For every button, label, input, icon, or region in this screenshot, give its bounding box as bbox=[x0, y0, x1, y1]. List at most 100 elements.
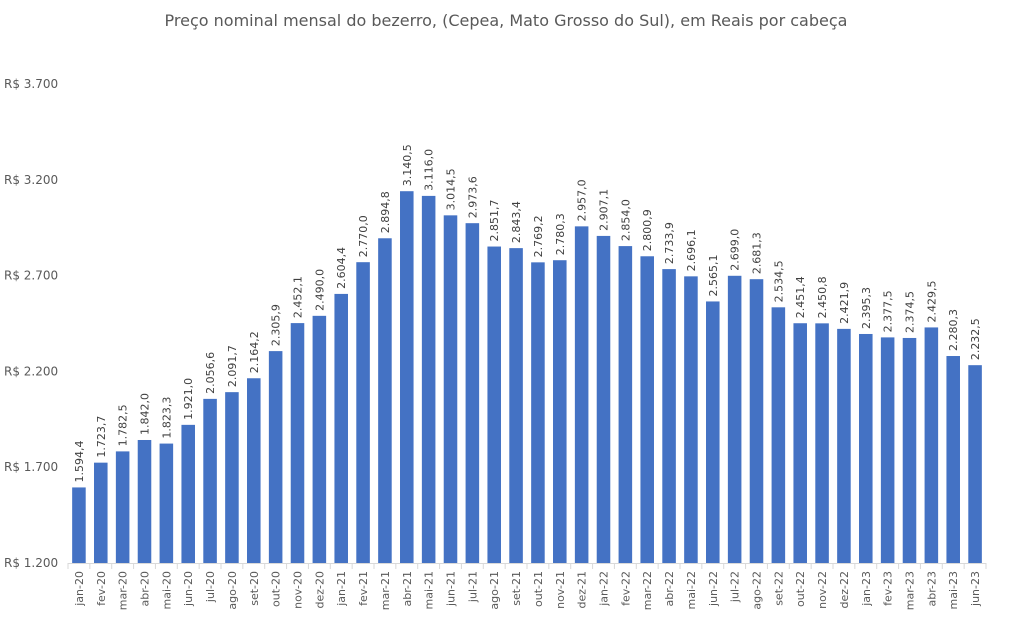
x-tick-label: out-20 bbox=[270, 571, 283, 607]
data-label: 1.921,0 bbox=[182, 378, 195, 420]
x-tick-label: jun-21 bbox=[445, 571, 458, 607]
x-tick-label: jan-22 bbox=[598, 571, 611, 607]
x-tick-label: out-22 bbox=[794, 571, 807, 607]
x-tick-label: ago-21 bbox=[488, 571, 501, 610]
data-label: 2.374,5 bbox=[904, 291, 917, 333]
x-tick-label: nov-22 bbox=[816, 571, 829, 609]
data-label: 2.699,0 bbox=[729, 229, 742, 271]
x-tick-label: mar-21 bbox=[379, 571, 392, 610]
x-tick-label: set-20 bbox=[248, 571, 261, 606]
bar bbox=[574, 226, 589, 563]
bar bbox=[312, 315, 327, 563]
x-tick-label: jun-22 bbox=[707, 571, 720, 607]
data-label: 2.894,8 bbox=[379, 191, 392, 233]
data-label: 3.140,5 bbox=[401, 144, 414, 186]
bar bbox=[596, 235, 611, 563]
bar bbox=[859, 333, 873, 563]
bar bbox=[378, 238, 392, 564]
data-label: 2.973,6 bbox=[466, 176, 479, 218]
bar bbox=[334, 293, 348, 563]
x-tick-label: set-21 bbox=[510, 571, 523, 606]
data-label: 2.164,2 bbox=[248, 331, 261, 373]
data-label: 2.232,5 bbox=[969, 318, 982, 360]
bar bbox=[662, 269, 676, 563]
x-tick-label: mar-20 bbox=[117, 571, 130, 610]
x-tick-label: dez-22 bbox=[838, 571, 851, 609]
data-label: 2.451,4 bbox=[794, 276, 807, 318]
data-label: 2.957,0 bbox=[576, 179, 589, 221]
y-tick-label: R$ 1.700 bbox=[4, 460, 58, 474]
bar bbox=[203, 398, 217, 563]
data-label: 2.770,0 bbox=[357, 215, 370, 257]
x-tick-label: jan-23 bbox=[860, 571, 873, 607]
x-tick-label: dez-20 bbox=[313, 571, 326, 609]
bar bbox=[400, 191, 414, 563]
data-label: 2.696,1 bbox=[685, 229, 698, 271]
data-label: 2.091,7 bbox=[226, 345, 239, 387]
data-label: 2.377,5 bbox=[882, 290, 895, 332]
x-tick-label: mai-20 bbox=[160, 571, 173, 609]
bar bbox=[880, 337, 895, 563]
data-label: 2.800,9 bbox=[641, 209, 654, 251]
x-tick-label: jul-21 bbox=[466, 571, 479, 603]
x-tick-label: dez-21 bbox=[576, 571, 589, 609]
x-tick-label: fev-21 bbox=[357, 571, 370, 606]
bar bbox=[137, 439, 152, 563]
x-tick-label: jul-22 bbox=[729, 571, 742, 603]
data-label: 2.056,6 bbox=[204, 352, 217, 394]
data-label: 1.823,3 bbox=[160, 397, 173, 439]
bar bbox=[706, 301, 720, 563]
x-tick-label: nov-21 bbox=[554, 571, 567, 609]
bar bbox=[290, 323, 305, 563]
x-tick-label: mai-21 bbox=[423, 571, 436, 609]
bar bbox=[487, 246, 501, 563]
data-label: 2.534,5 bbox=[772, 260, 785, 302]
data-label: 2.565,1 bbox=[707, 254, 720, 296]
bars bbox=[72, 191, 982, 564]
bar bbox=[531, 262, 545, 563]
bar bbox=[837, 328, 851, 563]
y-tick-label: R$ 2.700 bbox=[4, 269, 58, 283]
bar bbox=[72, 487, 86, 563]
y-tick-label: R$ 3.200 bbox=[4, 173, 58, 187]
bar bbox=[94, 462, 108, 563]
data-label: 2.429,5 bbox=[925, 280, 938, 322]
bar bbox=[793, 323, 807, 563]
bar bbox=[618, 246, 633, 563]
data-label: 1.723,7 bbox=[95, 416, 108, 458]
x-tick-label: abr-20 bbox=[139, 571, 152, 607]
x-tick-label: jun-20 bbox=[182, 571, 195, 607]
bar bbox=[356, 262, 370, 563]
data-label: 2.305,9 bbox=[270, 304, 283, 346]
bar bbox=[225, 392, 239, 563]
data-label: 2.907,1 bbox=[598, 189, 611, 231]
data-label: 2.843,4 bbox=[510, 201, 523, 243]
data-labels: 1.594,4 1.723,7 1.782,5 1.842,0 1.823,3 1.921… bbox=[73, 144, 982, 482]
x-tick-label: mar-23 bbox=[904, 571, 917, 610]
bar bbox=[902, 337, 917, 563]
x-tick-label: jan-20 bbox=[73, 571, 86, 607]
x-tick-label: abr-21 bbox=[401, 571, 414, 607]
bar bbox=[684, 276, 698, 563]
x-tick-label: fev-22 bbox=[619, 571, 632, 606]
data-label: 2.395,3 bbox=[860, 287, 873, 329]
x-tick-label: out-21 bbox=[532, 571, 545, 607]
bar bbox=[159, 443, 174, 563]
data-label: 3.014,5 bbox=[445, 168, 458, 210]
x-tick-label: jun-23 bbox=[969, 571, 982, 607]
x-tick-label: abr-23 bbox=[925, 571, 938, 607]
x-tick-label: nov-20 bbox=[292, 571, 305, 609]
data-label: 1.782,5 bbox=[117, 404, 130, 446]
bar bbox=[465, 223, 480, 564]
data-label: 2.452,1 bbox=[292, 276, 305, 318]
data-label: 2.280,3 bbox=[947, 309, 960, 351]
data-label: 2.769,2 bbox=[532, 215, 545, 257]
chart-title: Preço nominal mensal do bezerro, (Cepea,… bbox=[164, 11, 848, 30]
data-label: 2.681,3 bbox=[751, 232, 764, 274]
bar bbox=[443, 215, 458, 563]
x-tick-label: mai-23 bbox=[947, 571, 960, 609]
x-tick-label: fev-20 bbox=[95, 571, 108, 606]
bar bbox=[968, 365, 982, 563]
y-tick-label: R$ 3.700 bbox=[4, 77, 58, 91]
